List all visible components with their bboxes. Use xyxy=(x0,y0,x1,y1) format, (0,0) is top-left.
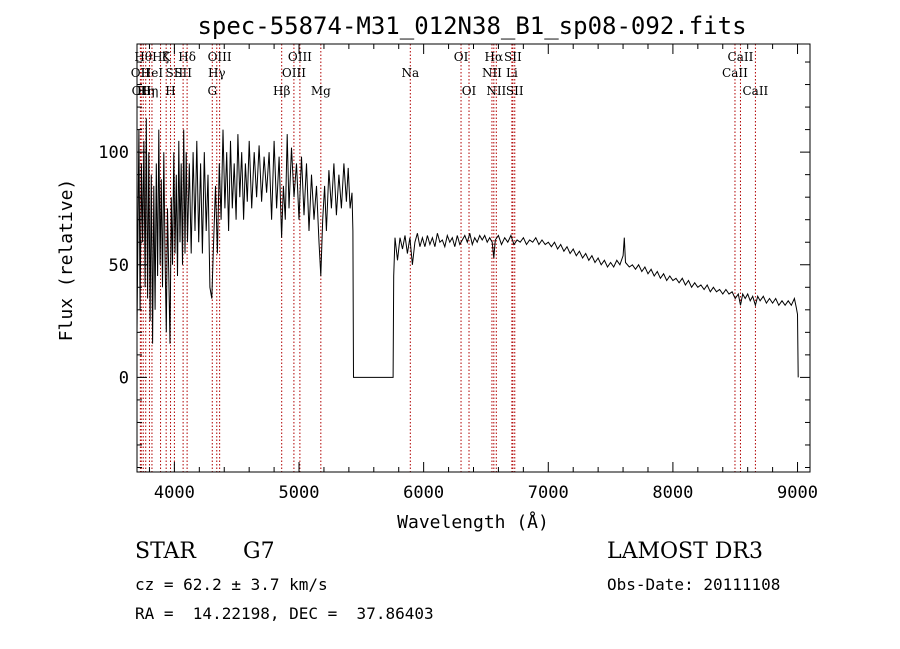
line-label-21: OI xyxy=(462,84,477,98)
object-subclass: G7 xyxy=(243,539,275,564)
y-axis-label: Flux (relative) xyxy=(56,179,77,342)
line-label-26: SII xyxy=(504,50,522,64)
line-label-13: Hγ xyxy=(208,66,226,80)
line-label-4: Hη xyxy=(141,84,159,98)
object-class: STAR xyxy=(135,539,196,564)
x-tick-label-6000: 6000 xyxy=(403,483,444,503)
line-label-1: OII xyxy=(132,84,152,98)
y-axis-ticks: 0 50 100 xyxy=(98,61,810,468)
x-tick-label-4000: 4000 xyxy=(154,483,195,503)
line-label-2: Hθ xyxy=(134,50,152,64)
survey-name: LAMOST DR3 xyxy=(607,539,763,564)
x-tick-label-5000: 5000 xyxy=(279,483,320,503)
line-label-18: Mg xyxy=(311,84,331,98)
line-label-20: OI xyxy=(454,50,469,64)
line-label-24: NII xyxy=(486,84,506,98)
line-label-3: Hη xyxy=(137,84,155,98)
spectrum-series-line xyxy=(136,118,799,378)
line-label-23: Hα xyxy=(485,50,504,64)
line-label-14: OIII xyxy=(208,50,232,64)
line-label-28: CaII xyxy=(722,66,748,80)
line-label-29: CaII xyxy=(728,50,754,64)
line-label-9: SII xyxy=(166,66,184,80)
line-label-7: K xyxy=(162,50,172,64)
spectral-line-markers xyxy=(139,44,756,472)
line-label-15: Hβ xyxy=(273,84,290,98)
line-label-5: HeI xyxy=(141,66,164,80)
line-label-10: SII xyxy=(174,66,192,80)
sky-coordinates: RA = 14.22198, DEC = 37.86403 xyxy=(135,604,434,623)
line-label-19: Na xyxy=(401,66,419,80)
line-label-17: OIII xyxy=(288,50,312,64)
x-tick-label-7000: 7000 xyxy=(528,483,569,503)
line-label-0: OII xyxy=(131,66,151,80)
x-tick-label-9000: 9000 xyxy=(777,483,818,503)
y-tick-label-100: 100 xyxy=(98,143,129,163)
observation-date: Obs-Date: 20111108 xyxy=(607,575,781,594)
line-label-6: Hζ xyxy=(152,50,169,64)
line-label-30: CaII xyxy=(742,84,768,98)
line-label-25: Li xyxy=(506,66,518,80)
line-label-12: G xyxy=(207,84,217,98)
plot-frame xyxy=(136,43,811,473)
line-label-27: SII xyxy=(506,84,524,98)
spectral-line-labels: OIIOIIHθHηHηHeIHζKHSIISIIHδGHγOIIIHβOIII… xyxy=(131,50,769,98)
x-tick-label-8000: 8000 xyxy=(652,483,693,503)
line-label-16: OIII xyxy=(282,66,306,80)
chart-title: spec-55874-M31_012N38_B1_sp08-092.fits xyxy=(197,12,746,40)
redshift-velocity: cz = 62.2 ± 3.7 km/s xyxy=(135,575,328,594)
y-tick-label-0: 0 xyxy=(119,368,129,388)
line-label-11: Hδ xyxy=(178,50,196,64)
y-tick-label-50: 50 xyxy=(109,256,129,276)
x-axis-label: Wavelength (Å) xyxy=(397,511,549,533)
x-axis-ticks: 4000 5000 6000 7000 8000 9000 xyxy=(148,44,818,503)
line-label-22: NII xyxy=(482,66,502,80)
line-label-8: H xyxy=(165,84,175,98)
